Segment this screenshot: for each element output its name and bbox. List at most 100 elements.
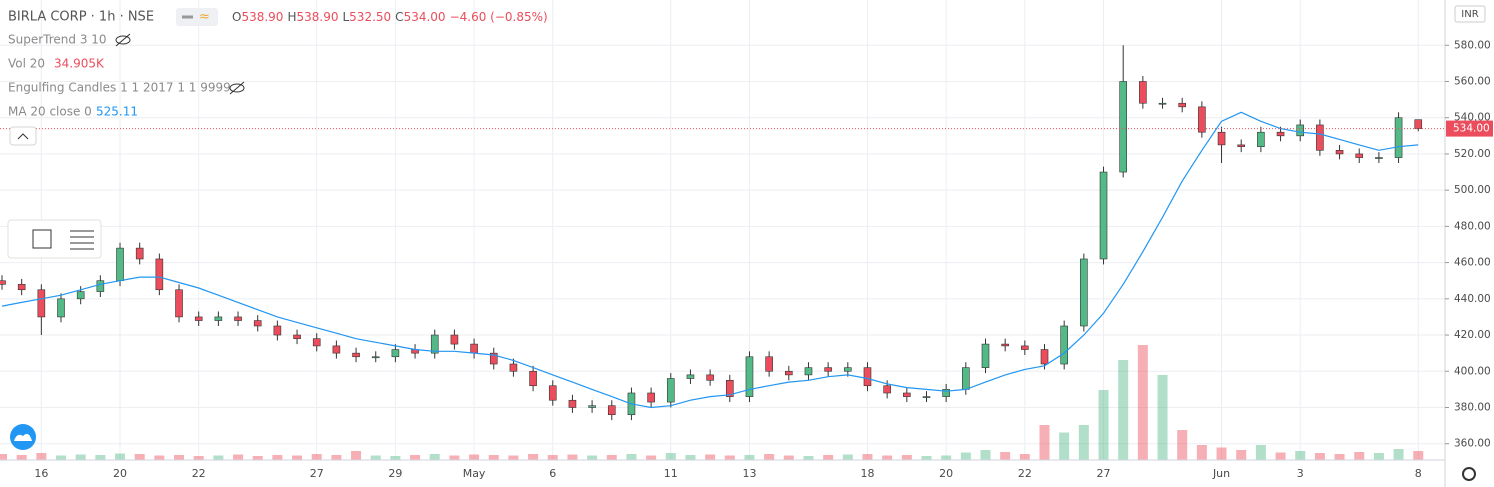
- y-tick-label: 460.00: [1454, 257, 1491, 269]
- hidden-icon[interactable]: [229, 81, 245, 95]
- candle-body: [116, 247, 124, 282]
- candle-body: [903, 392, 911, 397]
- y-tick-label: 500.00: [1454, 184, 1491, 196]
- y-tick-label: 560.00: [1454, 75, 1491, 87]
- ohlc-change: −4.60 (−0.85%): [450, 10, 548, 24]
- hidden-icon[interactable]: [115, 33, 131, 47]
- volume-bar: [351, 451, 362, 460]
- volume-bar: [410, 455, 421, 460]
- volume-bar: [1373, 453, 1384, 460]
- volume-bar: [941, 455, 952, 460]
- indicator-name: Vol 20: [8, 57, 45, 71]
- x-tick-label: 8: [1415, 467, 1422, 480]
- x-tick-label: 22: [192, 467, 206, 480]
- volume-bar: [646, 455, 657, 460]
- volume-bar: [1137, 345, 1148, 460]
- volume-bar: [685, 455, 696, 460]
- volume-bar: [606, 455, 617, 460]
- volume-bar: [1216, 447, 1227, 460]
- settings[interactable]: [1462, 467, 1476, 481]
- candle-body: [706, 374, 714, 381]
- candle-body: [1139, 81, 1147, 104]
- last-price-box: [1446, 120, 1493, 137]
- candle-body: [666, 378, 675, 403]
- ohlc-value: 538.90: [241, 10, 283, 24]
- x-tick-label: 27: [1097, 467, 1111, 480]
- volume-bar: [115, 453, 126, 460]
- x-tick-label: 16: [34, 467, 48, 480]
- candle-body: [588, 405, 596, 408]
- volume-bar: [292, 455, 303, 460]
- x-tick-label: 3: [1297, 467, 1304, 480]
- candle-body: [607, 405, 616, 416]
- volume-bar: [252, 456, 263, 460]
- ma-line: [1, 111, 1419, 409]
- volume-bar: [1098, 390, 1109, 460]
- indicator-value: 34.905K: [54, 57, 105, 71]
- volume-bar: [56, 455, 67, 460]
- volume-bar: [842, 454, 853, 460]
- volume-bar: [1078, 425, 1089, 460]
- ohlc-value: 534.00: [404, 10, 446, 24]
- rect-tool[interactable]: [32, 229, 52, 249]
- x-tick-label: 27: [310, 467, 324, 480]
- ohlc-value: 532.50: [349, 10, 391, 24]
- ohlc-label: C: [395, 10, 403, 24]
- ohlc-label: L: [342, 10, 349, 24]
- volume-bar: [1000, 452, 1011, 460]
- volume-layer: [0, 345, 1424, 460]
- volume-bar: [370, 455, 381, 460]
- candle-body: [155, 258, 164, 291]
- x-tick-label: Jun: [1212, 467, 1230, 480]
- candle-body: [273, 325, 282, 336]
- y-tick-label: 580.00: [1454, 39, 1491, 51]
- volume-bar: [1314, 453, 1325, 460]
- toggle[interactable]: [176, 8, 218, 26]
- candle-body: [844, 367, 852, 372]
- candle-body: [430, 334, 439, 354]
- candle-body: [804, 367, 813, 376]
- candle-body: [1060, 325, 1068, 365]
- y-tick-label: 360.00: [1454, 438, 1491, 450]
- volume-bar: [331, 455, 342, 460]
- volume-bar: [882, 455, 893, 460]
- toggle-icon: ≈: [199, 10, 210, 25]
- candle-body: [194, 316, 203, 321]
- candle-body: [745, 356, 754, 397]
- candle-body: [1335, 150, 1344, 155]
- collapse-button[interactable]: [9, 126, 37, 146]
- volume-bar: [1236, 450, 1247, 460]
- y-tick-label: 480.00: [1454, 220, 1491, 232]
- volume-bar: [1177, 430, 1188, 460]
- volume-bar: [193, 456, 204, 460]
- candle-body: [470, 343, 478, 354]
- candle-body: [1394, 117, 1403, 158]
- volume-bar: [980, 450, 991, 460]
- volume-bar: [783, 455, 794, 460]
- lines-tool[interactable]: [70, 230, 94, 250]
- x-tick-label: 22: [1018, 467, 1032, 480]
- volume-bar: [705, 454, 716, 460]
- candle-body: [37, 289, 46, 318]
- volume-bar: [665, 453, 676, 460]
- currency-box[interactable]: [1454, 5, 1486, 23]
- volume-bar: [1019, 454, 1030, 460]
- volume-bar: [1413, 451, 1424, 460]
- candle-body: [883, 385, 891, 394]
- volume-bar: [528, 454, 539, 460]
- volume-bar: [764, 454, 775, 460]
- indicator-name: SuperTrend 3 10: [8, 33, 107, 47]
- candle-body: [96, 280, 105, 292]
- volume-bar: [36, 453, 47, 460]
- volume-bar: [213, 455, 224, 460]
- candle-body: [175, 289, 183, 318]
- volume-bar: [587, 455, 598, 460]
- y-tick-label: 400.00: [1454, 365, 1491, 377]
- candle-body: [922, 396, 931, 398]
- x-tick-label: 13: [742, 467, 756, 480]
- candle-body: [1099, 171, 1108, 260]
- candle-body: [57, 298, 65, 318]
- candle-body: [391, 349, 400, 358]
- volume-bar: [1118, 360, 1129, 460]
- currency: INR: [1461, 9, 1478, 20]
